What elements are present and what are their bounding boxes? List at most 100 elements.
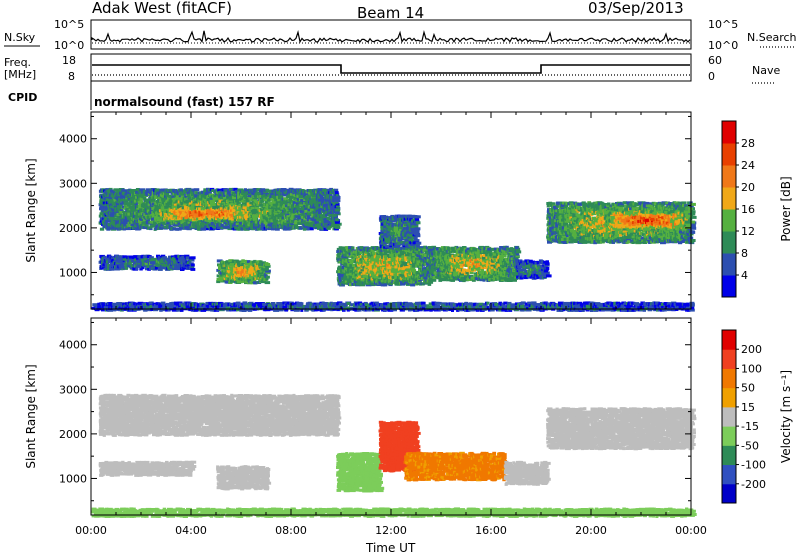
echo-cell [359,246,364,250]
echo-cell [368,276,372,280]
echo-cell [355,264,359,268]
echo-cell [296,207,301,211]
echo-cell [335,191,339,195]
echo-cell [279,195,283,198]
echo-cell [351,246,355,250]
echo-cell [163,265,168,269]
echo-cell [146,264,150,268]
echo-cell [223,221,228,225]
echo-cell [178,226,185,230]
echo-cell [367,252,371,256]
echo-cell [184,206,189,210]
echo-cell [252,221,258,225]
echo-cell [311,198,317,202]
echo-cell [319,193,324,197]
nave-label: Nave [752,64,780,77]
noise-left-tick-top: 10^5 [54,18,84,31]
echo-cell [334,188,339,192]
noise-left-label: N.Sky [4,31,36,44]
echo-cell [231,209,236,213]
echo-cell [319,214,323,217]
echo-cell [176,203,182,206]
echo-cell [110,205,115,209]
echo-cell [306,215,311,219]
echo-cell [232,196,238,200]
echo-cell [251,270,255,274]
echo-cell [255,207,261,211]
echo-cell [291,213,297,217]
echo-cell [127,203,130,207]
echo-cell [313,191,317,195]
echo-cell [274,212,279,216]
echo-cell [173,223,178,227]
echo-cell [158,224,162,228]
echo-cell [127,209,133,212]
echo-cell [247,225,252,229]
echo-cell [163,256,167,260]
echo-cell [332,204,337,208]
echo-cell [112,217,117,221]
echo-cell [147,216,153,220]
echo-cell [335,218,339,222]
echo-cell [264,195,268,199]
echo-cell [117,207,121,211]
echo-cell [173,207,177,211]
echo-cell [222,218,227,222]
echo-cell [248,268,253,272]
echo-cell [175,227,180,231]
echo-cell [306,202,310,206]
echo-cell [111,220,117,223]
echo-cell [246,206,252,210]
echo-cell [213,194,217,198]
echo-cell [151,198,156,202]
freq-label-line2: [MHz] [4,68,36,81]
echo-cell [216,259,223,263]
echo-cell [130,223,135,226]
echo-cell [197,195,201,199]
echo-cell [261,194,266,198]
echo-cell [354,270,359,274]
echo-cell [139,267,143,271]
echo-cell [128,195,132,198]
echo-cell [194,194,198,198]
echo-cell [353,280,359,283]
echo-cell [353,282,357,286]
echo-cell [165,193,169,197]
echo-cell [180,191,185,195]
echo-cell [262,265,267,269]
echo-cell [189,204,193,208]
echo-cell [200,207,204,211]
echo-cell [154,209,158,213]
echo-cell [108,201,115,205]
echo-cell [290,205,296,209]
echo-cell [173,203,177,207]
echo-cell [268,209,272,213]
echo-cell [220,226,225,229]
echo-cell [271,227,275,231]
echo-cell [166,189,171,193]
echo-cell [236,202,241,205]
noise-trace [91,29,691,44]
echo-cell [265,277,269,281]
echo-cell [190,256,196,260]
echo-cell [188,202,193,206]
echo-cell [253,214,259,218]
echo-cell [260,188,266,192]
echo-cell [133,255,139,259]
echo-cell [265,269,271,273]
echo-cell [265,264,271,268]
echo-cell [254,225,261,229]
freq-right-tick-bottom: 0 [708,70,715,83]
echo-cell [195,214,199,218]
echo-cell [247,194,252,198]
cpid-text: normalsound (fast) 157 RF [94,95,275,109]
echo-cell [99,219,103,223]
echo-cell [139,263,143,267]
echo-cell [326,226,331,230]
echo-cell [104,217,110,221]
echo-cell [197,220,203,224]
echo-cell [219,276,226,280]
echo-cell [256,209,262,213]
echo-cell [158,203,162,207]
echo-cell [325,205,330,209]
